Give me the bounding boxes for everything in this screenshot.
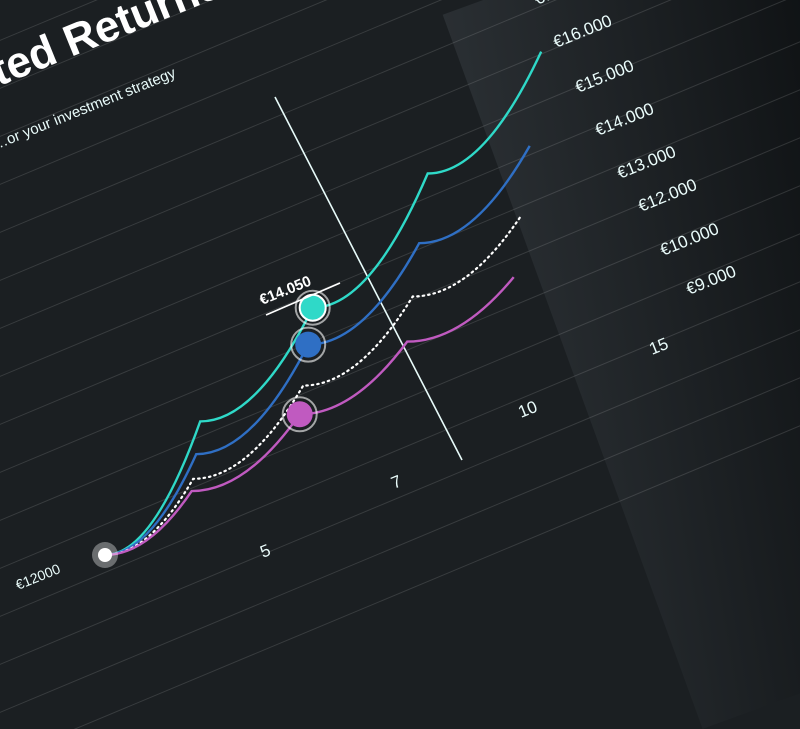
gridline xyxy=(0,137,800,473)
gridline xyxy=(0,0,443,185)
x-axis-ticks: 5 7 10 15 xyxy=(257,334,671,562)
cursor-line xyxy=(274,96,463,461)
x-tick-label: 7 xyxy=(388,472,404,493)
x-tick-label: 10 xyxy=(515,397,540,422)
callout-underline xyxy=(265,282,341,316)
y-tick-label: €12.000 xyxy=(635,175,699,216)
y-tick-label: €14.000 xyxy=(592,99,656,140)
gridline xyxy=(0,0,787,329)
gridline xyxy=(0,281,800,617)
highlight-point[interactable] xyxy=(294,289,331,326)
highlight-layer xyxy=(281,289,331,433)
y-tick-label: €… xyxy=(531,0,563,9)
y-tick-label: €10.000 xyxy=(657,219,721,260)
gridline xyxy=(73,425,800,729)
series-line-2 xyxy=(103,214,523,557)
gridline xyxy=(0,233,800,569)
y-tick-label: €13.000 xyxy=(614,142,678,183)
origin-label: €12000 xyxy=(13,560,63,592)
gridline xyxy=(0,0,557,233)
gridline xyxy=(0,377,800,713)
gridline xyxy=(0,185,800,521)
gridline xyxy=(0,0,672,281)
gridline xyxy=(0,41,800,377)
y-tick-label: €16.000 xyxy=(550,11,614,52)
y-tick-label: €15.000 xyxy=(572,56,636,97)
highlight-point[interactable] xyxy=(281,396,318,433)
value-callout: €14.050 xyxy=(257,273,341,316)
highlight-point[interactable] xyxy=(290,326,327,363)
origin-point xyxy=(92,542,118,568)
y-tick-label: €9.000 xyxy=(683,262,738,299)
gridline xyxy=(0,329,800,665)
gridline xyxy=(0,89,800,425)
y-axis-ticks: €… €16.000 €15.000 €14.000 €13.000 €12.0… xyxy=(531,0,738,299)
